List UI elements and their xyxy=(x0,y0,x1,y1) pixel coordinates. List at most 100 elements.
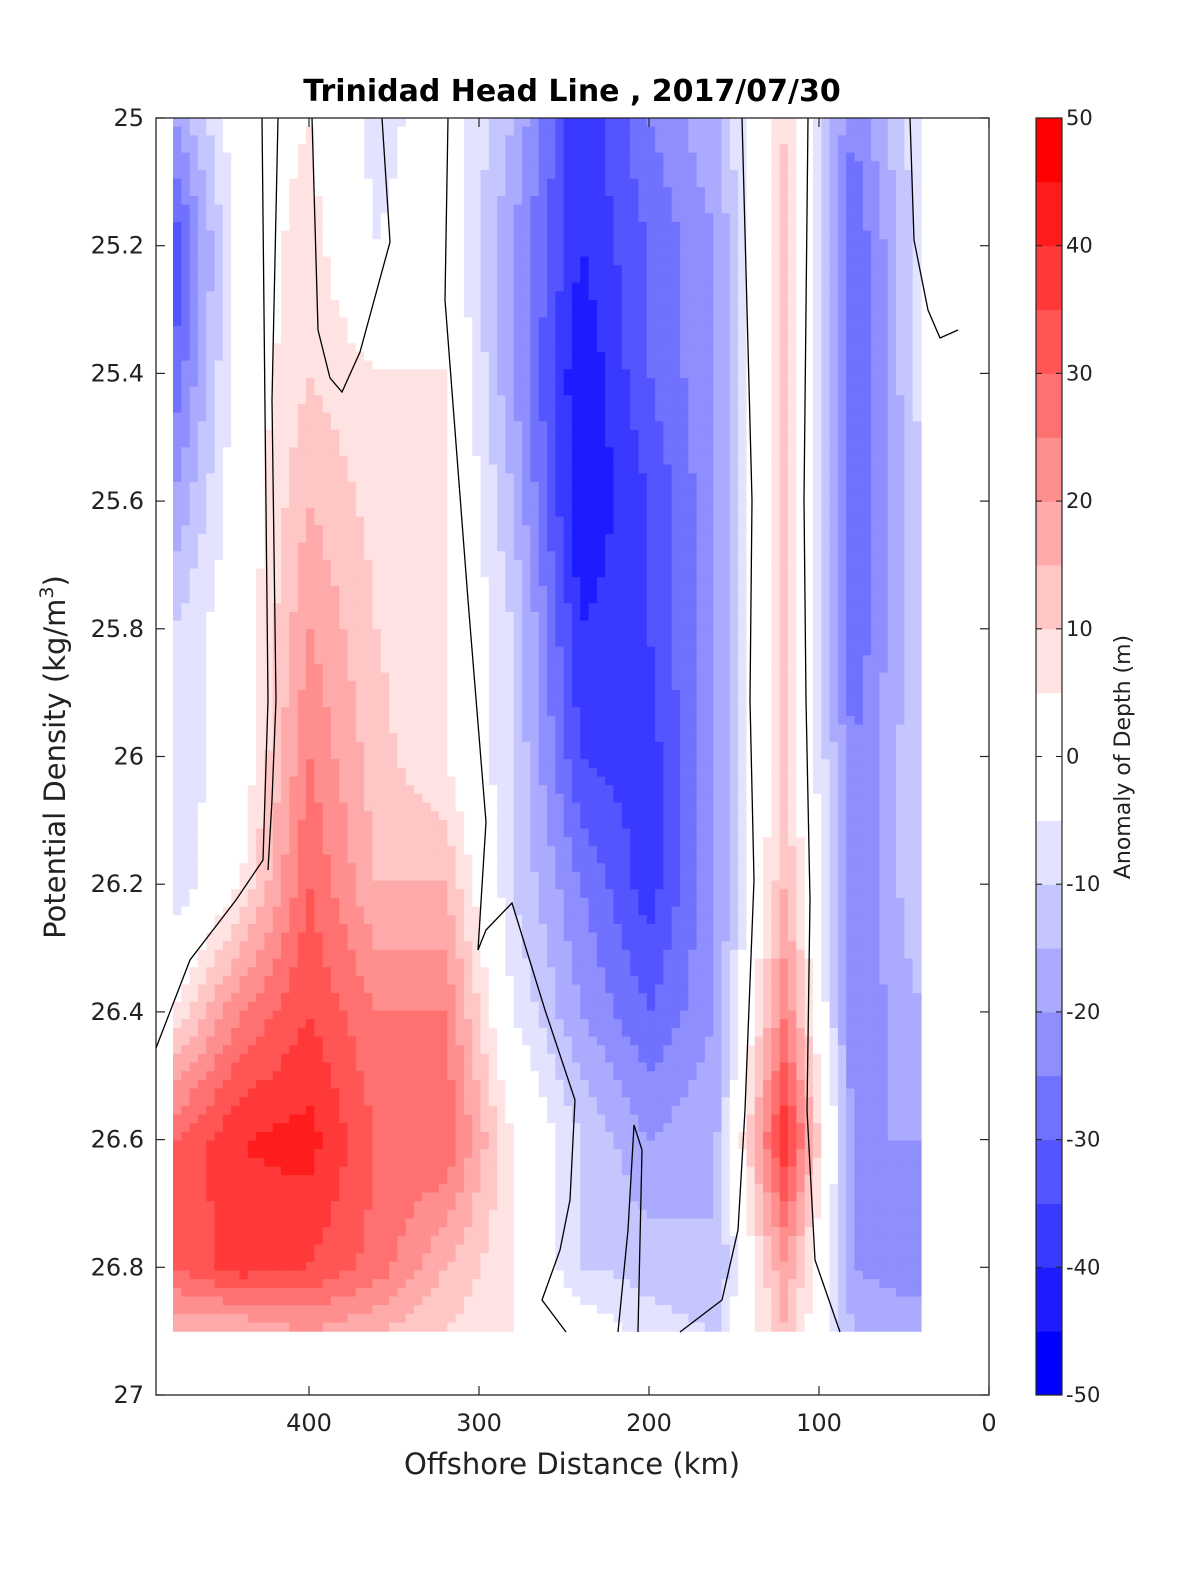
heatmap-cell xyxy=(322,464,332,474)
heatmap-cell xyxy=(447,299,457,310)
heatmap-cell xyxy=(289,525,299,535)
heatmap-cell xyxy=(173,551,182,561)
heatmap-cell xyxy=(571,360,581,370)
heatmap-cell xyxy=(738,559,748,570)
heatmap-cell xyxy=(488,533,498,544)
heatmap-cell xyxy=(738,403,748,414)
heatmap-cell xyxy=(222,403,232,414)
heatmap-cell xyxy=(505,481,515,492)
heatmap-cell xyxy=(314,507,324,518)
heatmap-cell xyxy=(704,213,714,223)
heatmap-cell xyxy=(605,273,615,284)
heatmap-cell xyxy=(330,169,340,180)
heatmap-cell xyxy=(879,516,889,526)
heatmap-cell xyxy=(256,551,266,561)
heatmap-cell xyxy=(771,447,781,457)
heatmap-cell xyxy=(896,317,905,327)
heatmap-cell xyxy=(821,481,831,492)
heatmap-cell xyxy=(729,265,739,275)
heatmap-cell xyxy=(754,256,764,266)
heatmap-cell xyxy=(414,351,423,362)
heatmap-cell xyxy=(314,213,324,223)
heatmap-cell xyxy=(588,490,598,500)
heatmap-cell xyxy=(414,213,423,223)
heatmap-cell xyxy=(330,247,340,258)
heatmap-cell xyxy=(272,360,282,370)
heatmap-cell xyxy=(355,568,365,578)
heatmap-cell xyxy=(879,334,889,344)
heatmap-cell xyxy=(455,247,465,258)
heatmap-cell xyxy=(397,291,407,301)
heatmap-cell xyxy=(239,403,249,414)
heatmap-cell xyxy=(297,473,307,483)
heatmap-cell xyxy=(488,429,498,440)
heatmap-cell xyxy=(173,273,182,284)
heatmap-cell xyxy=(854,455,864,466)
heatmap-cell xyxy=(646,421,656,431)
heatmap-cell xyxy=(821,455,831,466)
heatmap-cell xyxy=(896,135,905,145)
heatmap-cell xyxy=(330,525,340,535)
heatmap-cell xyxy=(438,221,448,232)
heatmap-cell xyxy=(638,377,648,388)
heatmap-cell xyxy=(247,421,257,431)
heatmap-cell xyxy=(563,568,573,578)
heatmap-cell xyxy=(281,369,290,379)
heatmap-cell xyxy=(322,481,332,492)
heatmap-cell xyxy=(256,507,266,518)
heatmap-cell xyxy=(522,369,531,379)
heatmap-cell xyxy=(538,525,548,535)
heatmap-cell xyxy=(846,551,856,561)
heatmap-cell xyxy=(430,299,440,310)
heatmap-cell xyxy=(588,230,598,240)
heatmap-cell xyxy=(912,351,922,362)
heatmap-cell xyxy=(239,256,249,266)
heatmap-cell xyxy=(189,455,199,466)
heatmap-cell xyxy=(472,343,482,353)
heatmap-cell xyxy=(746,395,756,405)
heatmap-cell xyxy=(397,256,407,266)
heatmap-cell xyxy=(779,144,789,154)
heatmap-cell xyxy=(380,273,390,284)
heatmap-cell xyxy=(613,447,623,457)
heatmap-cell xyxy=(754,525,764,535)
heatmap-cell xyxy=(422,507,432,518)
heatmap-cell xyxy=(563,499,573,509)
heatmap-cell xyxy=(638,533,648,544)
heatmap-cell xyxy=(330,213,340,223)
heatmap-cell xyxy=(738,169,748,180)
heatmap-cell xyxy=(472,499,482,509)
heatmap-cell xyxy=(330,533,340,544)
heatmap-cell xyxy=(904,481,914,492)
heatmap-cell xyxy=(522,291,531,301)
heatmap-cell xyxy=(530,403,540,414)
heatmap-cell xyxy=(596,490,606,500)
heatmap-cell xyxy=(862,334,872,344)
heatmap-cell xyxy=(729,239,739,249)
heatmap-cell xyxy=(812,299,822,310)
heatmap-cell xyxy=(588,516,598,526)
heatmap-cell xyxy=(713,308,723,318)
heatmap-cell xyxy=(206,455,216,466)
heatmap-cell xyxy=(621,230,631,240)
heatmap-cell xyxy=(721,221,731,232)
heatmap-cell xyxy=(281,265,290,275)
heatmap-cell xyxy=(430,126,440,136)
heatmap-cell xyxy=(214,239,224,249)
heatmap-cell xyxy=(538,144,548,154)
heatmap-cell xyxy=(904,464,914,474)
heatmap-cell xyxy=(555,499,565,509)
heatmap-cell xyxy=(505,577,515,587)
heatmap-cell xyxy=(206,213,216,223)
heatmap-cell xyxy=(663,118,673,128)
heatmap-cell xyxy=(430,308,440,318)
heatmap-cell xyxy=(804,265,814,275)
heatmap-cell xyxy=(596,533,606,544)
heatmap-cell xyxy=(447,144,457,154)
heatmap-cell xyxy=(862,325,872,336)
heatmap-cell xyxy=(563,265,573,275)
heatmap-cell xyxy=(488,144,498,154)
heatmap-cell xyxy=(405,499,415,509)
heatmap-cell xyxy=(513,594,523,604)
heatmap-cell xyxy=(372,308,382,318)
